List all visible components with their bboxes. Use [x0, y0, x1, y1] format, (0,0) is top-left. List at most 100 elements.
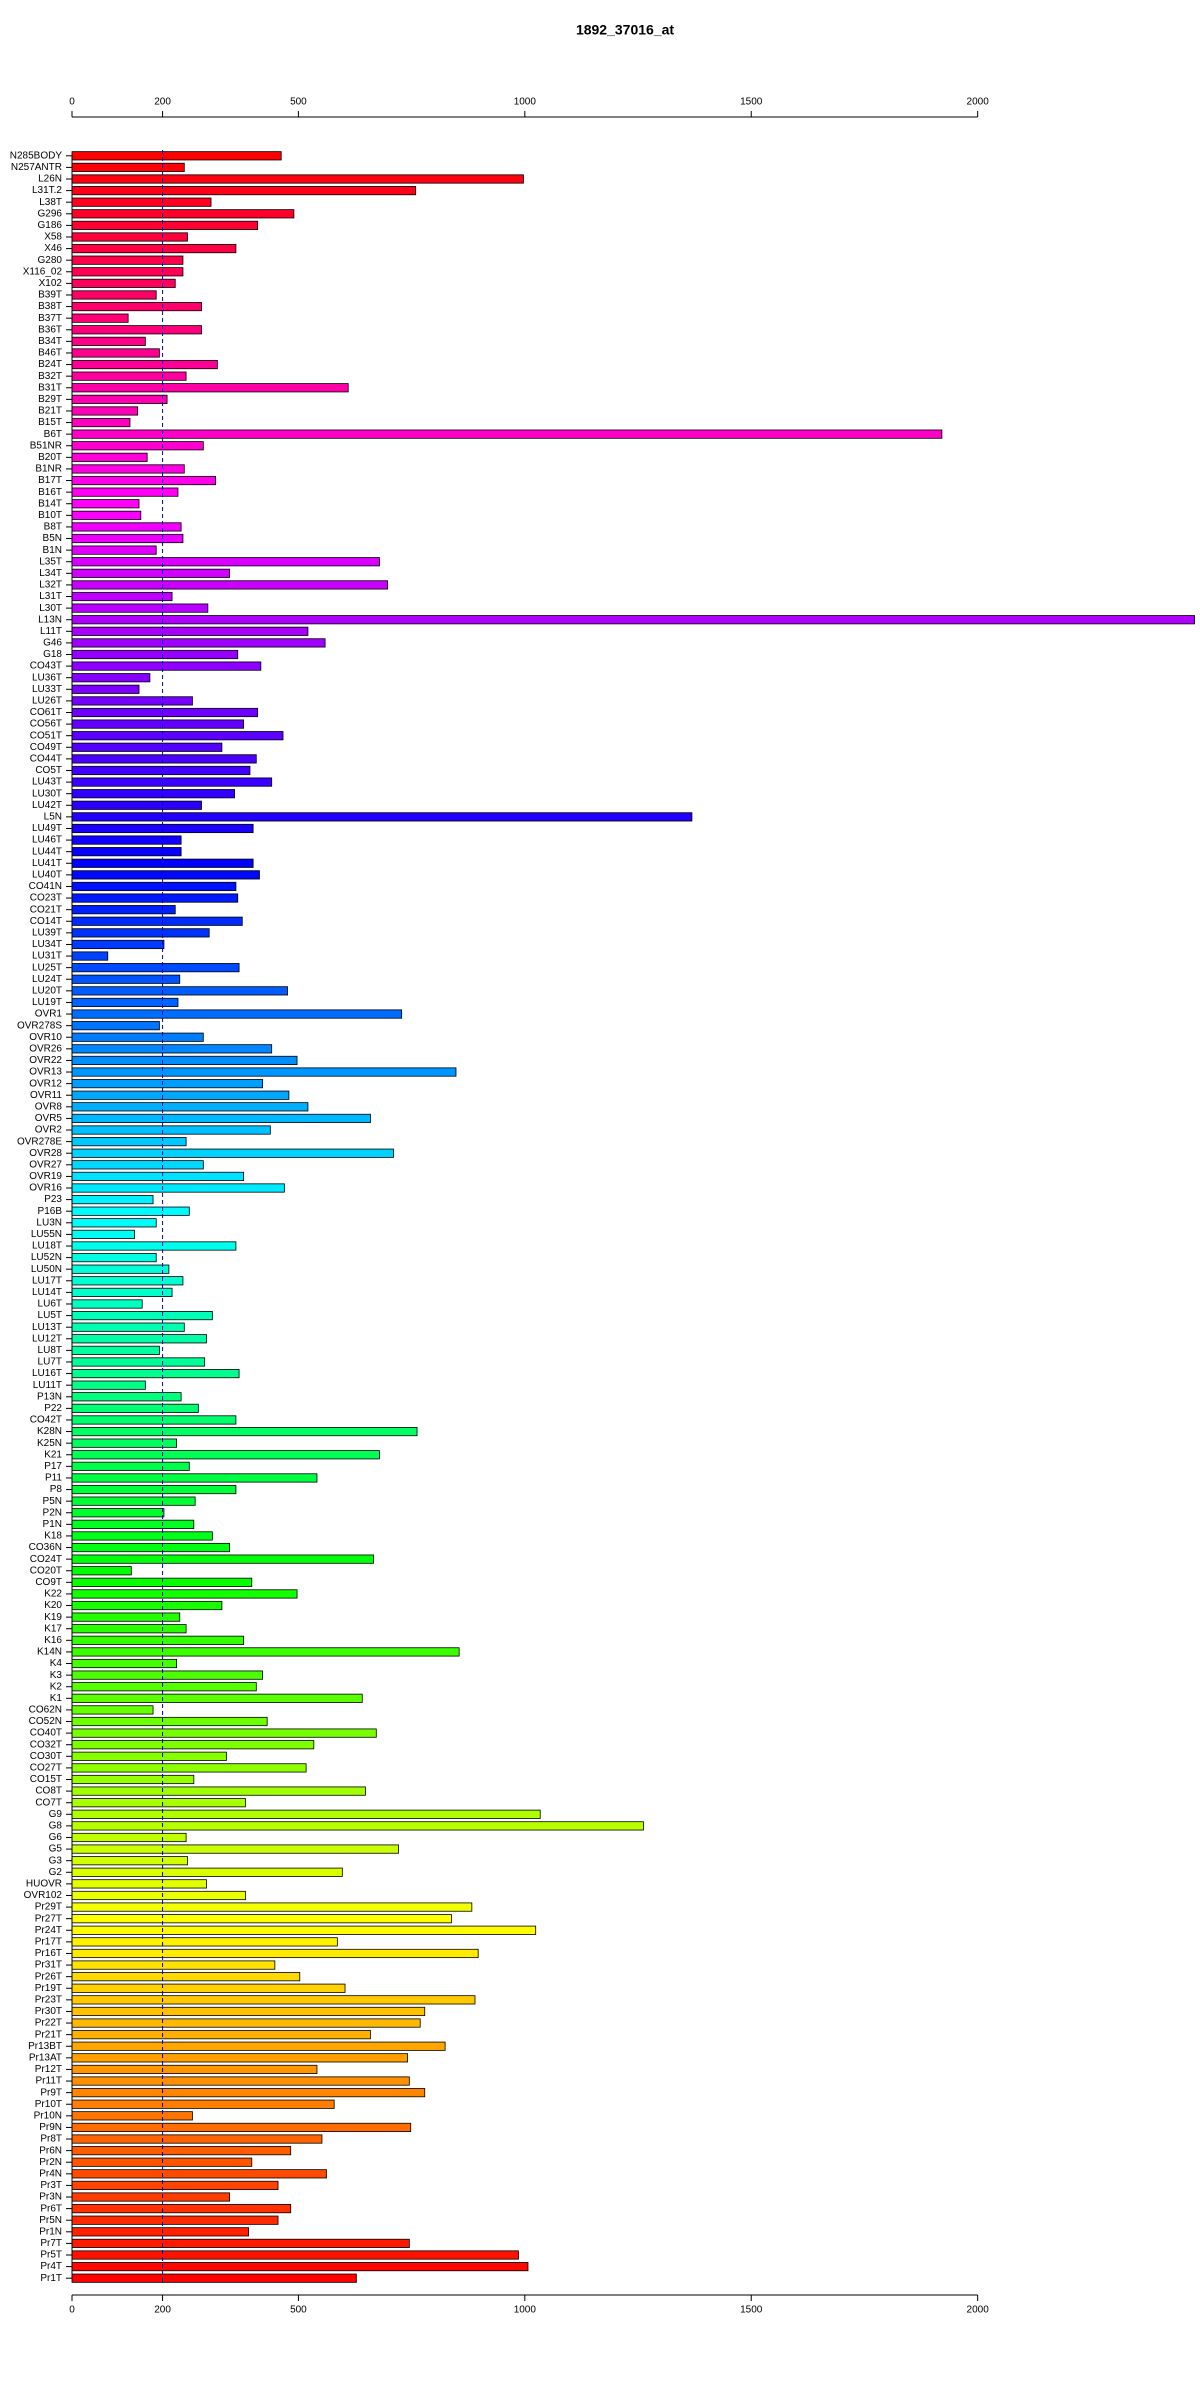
- bar: [71, 1716, 268, 1727]
- bar: [71, 1972, 301, 1982]
- y-tick-label: LU25T: [32, 962, 62, 973]
- bar: [71, 1171, 245, 1181]
- y-tick-label: P11: [45, 1473, 62, 1484]
- bar: [71, 1195, 154, 1205]
- x-tick-label: 0: [69, 97, 75, 108]
- y-tick-label: G296: [38, 208, 63, 219]
- y-tick-label: LU43T: [32, 777, 62, 788]
- bar: [71, 1044, 273, 1054]
- y-tick-label: N257ANTR: [11, 162, 62, 173]
- bar: [71, 1624, 187, 1634]
- y-tick-label: CO44T: [30, 754, 62, 765]
- bar: [71, 603, 209, 613]
- y-tick-label: Pr5N: [39, 2215, 62, 2226]
- y-tick-label: P2N: [43, 1507, 62, 1518]
- bar: [71, 232, 188, 242]
- y-tick-label: LU19T: [32, 997, 62, 1008]
- bar: [71, 1461, 190, 1471]
- y-tick-label: L30T: [39, 603, 62, 614]
- y-tick-label: B39T: [38, 290, 62, 301]
- bar: [71, 1589, 298, 1599]
- y-tick-label: Pr11T: [36, 2076, 63, 2087]
- y-tick-label: LU41T: [32, 858, 62, 869]
- bar: [71, 1519, 195, 1529]
- bar: [71, 1728, 377, 1738]
- y-tick-label: B37T: [38, 313, 62, 324]
- x-tick-label: 200: [154, 2305, 171, 2316]
- y-tick-label: OVR26: [29, 1043, 62, 1054]
- y-tick-label: CO7T: [35, 1797, 62, 1808]
- y-tick-label: OVR16: [29, 1183, 62, 1194]
- y-tick-label: G3: [49, 1855, 63, 1866]
- y-tick-label: Pr4T: [40, 2261, 62, 2272]
- y-tick-label: Pr21T: [35, 2029, 62, 2040]
- bar: [71, 2180, 279, 2190]
- bar: [71, 1032, 204, 1042]
- bar: [71, 2169, 327, 2179]
- bar: [71, 2111, 193, 2121]
- y-tick-label: L13N: [38, 614, 62, 625]
- y-tick-label: Pr5T: [40, 2250, 62, 2261]
- x-tick-label: 500: [290, 97, 307, 108]
- x-tick-label: 1000: [514, 2305, 537, 2316]
- bar: [71, 847, 182, 857]
- chart-title: 1892_37016_at: [576, 22, 674, 38]
- y-tick-label: OVR278E: [17, 1136, 62, 1147]
- y-tick-label: LU42T: [32, 800, 62, 811]
- y-tick-label: K28N: [37, 1426, 62, 1437]
- bar: [71, 2227, 250, 2237]
- bar: [71, 580, 389, 590]
- y-tick-label: P5N: [43, 1496, 62, 1507]
- bar: [71, 939, 165, 950]
- bar: [71, 2250, 519, 2260]
- bar: [71, 1914, 452, 1924]
- x-tick-label: 1500: [740, 2305, 763, 2316]
- bar: [71, 325, 202, 335]
- bar: [71, 1125, 271, 1135]
- y-tick-label: LU7T: [38, 1357, 62, 1368]
- y-tick-label: CO27T: [30, 1763, 62, 1774]
- y-tick-label: CO41N: [29, 881, 62, 892]
- bar: [71, 638, 326, 648]
- bar: [71, 928, 210, 938]
- y-tick-label: Pr16T: [35, 1948, 62, 1959]
- x-tick-label: 2000: [967, 2305, 990, 2316]
- bar: [71, 1021, 160, 1031]
- y-tick-label: L32T: [39, 580, 62, 591]
- y-tick-label: B36T: [38, 324, 62, 335]
- bar: [71, 1937, 338, 1947]
- bar: [71, 2122, 412, 2133]
- y-tick-label: LU46T: [32, 835, 62, 846]
- bar: [71, 2076, 410, 2086]
- bar: [71, 754, 257, 764]
- y-tick-label: B34T: [38, 336, 62, 347]
- y-tick-label: K19: [44, 1612, 62, 1623]
- bar: [71, 522, 182, 532]
- y-tick-label: CO56T: [30, 719, 62, 730]
- y-tick-label: CO14T: [30, 916, 62, 927]
- bar: [71, 1311, 213, 1321]
- y-tick-label: G46: [43, 638, 62, 649]
- y-tick-label: Pr4N: [39, 2168, 62, 2179]
- y-tick-label: CO24T: [30, 1554, 62, 1565]
- y-tick-label: LU31T: [32, 951, 62, 962]
- bar: [71, 278, 176, 288]
- bar: [71, 1473, 318, 1483]
- y-tick-label: LU55N: [31, 1229, 62, 1240]
- bar: [71, 1357, 206, 1367]
- y-tick-label: L38T: [39, 197, 62, 208]
- y-tick-label: L31T: [39, 591, 62, 602]
- y-tick-label: Pr24T: [35, 1925, 62, 1936]
- bar: [71, 336, 146, 346]
- bar: [71, 1600, 223, 1611]
- bar: [71, 1751, 227, 1761]
- y-tick-label: LU50N: [31, 1264, 62, 1275]
- y-tick-label: G2: [49, 1867, 63, 1878]
- y-tick-label: LU49T: [32, 823, 62, 834]
- bar: [71, 812, 693, 822]
- y-tick-label: B21T: [38, 406, 62, 417]
- y-tick-label: LU26T: [32, 696, 62, 707]
- bar: [71, 893, 239, 903]
- bar: [71, 1693, 363, 1703]
- bar: [71, 626, 309, 636]
